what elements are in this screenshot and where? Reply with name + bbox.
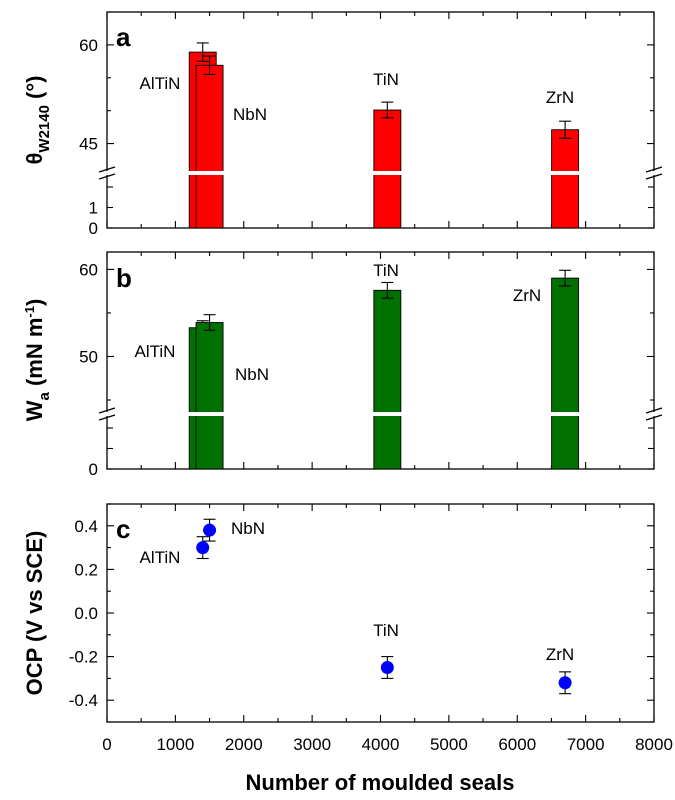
panel-b-label-altin: AlTiN: [135, 342, 176, 361]
panel-c-ytick-label: -0.4: [69, 691, 98, 710]
panel-a-axis-break-mark: [98, 166, 116, 173]
panel-a-axis-break-gap-left: [101, 171, 113, 175]
panel-a-bar-zrn: [551, 129, 580, 229]
panel-a-ytick-label: 45: [79, 135, 98, 154]
panel-c-label-altin: AlTiN: [140, 548, 181, 567]
panel-b-ylabel-sub: a: [36, 392, 53, 401]
panel-b-ytick-label: 60: [79, 260, 98, 279]
panel-b: b 50 60 0 AlTiN NbN TiN ZrN Wa (mN m-1): [22, 251, 663, 479]
panel-c-point-tin: [380, 661, 394, 674]
panel-b-bar-zrn: [551, 277, 580, 470]
panel-b-axis-break-gap-right: [648, 412, 660, 416]
x-tick-label: 1000: [156, 735, 194, 754]
panel-c-ytick-label: 0.2: [74, 560, 98, 579]
panel-c-frame: [106, 503, 655, 723]
panel-c-label-tin: TiN: [373, 621, 399, 640]
x-tick-label: 3000: [293, 735, 331, 754]
panel-c-ylabel: OCP (V vs SCE): [22, 531, 47, 696]
panel-b-label-zrn: ZrN: [513, 286, 541, 305]
x-tick-label: 2000: [225, 735, 263, 754]
panel-b-ylabel-main: W: [22, 400, 47, 421]
panel-b-ylabel-close: ): [22, 299, 47, 306]
panel-a-label-zrn: ZrN: [546, 88, 574, 107]
panel-c-label-zrn: ZrN: [546, 645, 574, 664]
x-tick-label: 7000: [567, 735, 605, 754]
x-axis-label: Number of moulded seals: [246, 770, 515, 795]
panel-c: c -0.4 -0.2 0.0 0.2 0.4 AlTiN NbN TiN ZrN OCP (…: [22, 503, 655, 723]
panel-a-axis-break-gap-right: [648, 171, 660, 175]
panel-b-axis-break-gap: [108, 412, 653, 416]
panel-b-ylabel: Wa (mN m-1): [22, 299, 53, 422]
panel-b-axis-break-mark: [98, 414, 116, 421]
panel-c-point-altin: [196, 541, 210, 555]
panel-c-point-zrn: [558, 676, 572, 690]
panel-a-label-tin: TiN: [373, 70, 399, 89]
panel-a-bar-tin: [373, 109, 402, 229]
panel-a-letter: a: [116, 22, 131, 52]
panel-a-axis-break-mark: [645, 173, 663, 180]
panel-c-point-nbn: [203, 523, 217, 537]
panel-c-label-nbn: NbN: [231, 519, 265, 538]
panel-a-ytick-label: 60: [79, 36, 98, 55]
panel-b-bar-nbn: [195, 322, 224, 470]
panel-c-ytick-label: -0.2: [69, 648, 98, 667]
panel-a-label-nbn: NbN: [233, 105, 267, 124]
panel-b-bar-tin: [373, 289, 402, 470]
panel-c-letter: c: [116, 514, 130, 544]
panel-a-axis-break-mark: [645, 166, 663, 173]
panel-b-axis-break-mark: [645, 407, 663, 414]
panel-c-ytick-label: 0.4: [74, 517, 98, 536]
x-tick-label: 5000: [430, 735, 468, 754]
x-tick-label: 8000: [635, 735, 673, 754]
panel-b-axis-break-gap-left: [101, 412, 113, 416]
panel-a-axis-break-mark: [98, 173, 116, 180]
x-tick-label: 6000: [498, 735, 536, 754]
panel-a-ylabel: θW2140 (°): [22, 76, 53, 165]
panel-b-ylabel-sup: -1: [22, 306, 37, 318]
panel-b-axis-break-mark: [98, 407, 116, 414]
panel-a-ytick-label: 0: [89, 219, 98, 238]
panel-c-ytick-label: 0.0: [74, 604, 98, 623]
panel-a: a 45 60 01 AlTiN NbN TiN ZrN θW2140 (°): [22, 11, 663, 238]
x-tick-label: 4000: [362, 735, 400, 754]
panel-b-ytick-label: 50: [79, 347, 98, 366]
panel-b-ylabel-unit: (mN m: [22, 318, 47, 393]
x-axis: 0 1000 2000 3000 4000 5000 6000 7000 8000: [102, 735, 673, 754]
panel-b-label-nbn: NbN: [235, 365, 269, 384]
panel-a-ylabel-main: θ: [22, 153, 47, 165]
panel-b-label-tin: TiN: [373, 261, 399, 280]
panel-a-ytick-label: 1: [89, 199, 98, 218]
x-tick-label: 0: [102, 735, 111, 754]
panel-a-bar-nbn: [195, 64, 224, 229]
panel-a-label-altin: AlTiN: [140, 74, 181, 93]
panel-a-ylabel-unit: (°): [22, 76, 47, 106]
panel-a-axis-break-gap: [108, 171, 653, 175]
panel-b-letter: b: [116, 263, 132, 293]
panel-a-ylabel-sub: W2140: [36, 105, 53, 153]
panel-b-ytick-label: 0: [89, 460, 98, 479]
panel-b-axis-break-mark: [645, 414, 663, 421]
